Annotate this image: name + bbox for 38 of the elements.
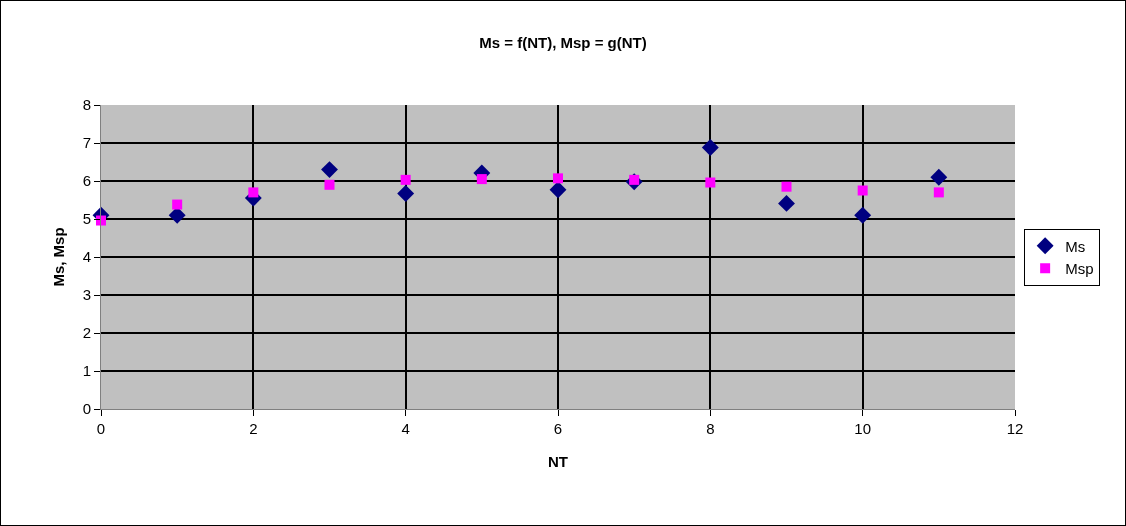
x-tick-label: 12 — [1006, 420, 1024, 437]
point — [778, 194, 795, 212]
point — [701, 139, 719, 157]
x-tick-label: 2 — [249, 420, 258, 437]
point — [549, 181, 567, 199]
chart-title: Ms = f(NT), Msp = g(NT) — [479, 34, 647, 52]
point — [705, 177, 716, 188]
point — [397, 185, 415, 202]
point — [553, 173, 563, 184]
y-tick-label: 4 — [82, 248, 91, 266]
point — [476, 174, 487, 185]
point — [933, 187, 944, 198]
point — [400, 174, 411, 185]
y-tick-label: 3 — [82, 286, 91, 304]
x-tick-label: 4 — [401, 420, 410, 437]
legend-label: Msp — [1065, 260, 1094, 278]
legend-label: Ms — [1065, 237, 1086, 255]
x-tick-label: 8 — [706, 420, 715, 437]
x-tick-label: 6 — [553, 420, 563, 437]
x-tick-label: 0 — [96, 420, 106, 437]
y-tick-label: 0 — [82, 400, 91, 418]
point — [781, 181, 792, 192]
point — [324, 179, 335, 190]
point — [930, 168, 948, 186]
x-tick-label: 10 — [854, 420, 872, 437]
y-axis-title: Ms, Msp — [49, 227, 67, 287]
point — [172, 199, 183, 210]
x-axis-title: NT — [548, 453, 568, 470]
y-tick-label: 2 — [82, 324, 91, 342]
y-tick-label: 6 — [82, 172, 91, 190]
y-tick-label: 5 — [82, 210, 91, 228]
y-tick-label: 7 — [82, 134, 91, 152]
point — [248, 187, 259, 198]
y-tick-label: 1 — [82, 362, 91, 380]
point — [854, 206, 872, 224]
point — [321, 161, 338, 179]
point — [857, 185, 868, 196]
y-tick-label: 8 — [82, 96, 91, 114]
